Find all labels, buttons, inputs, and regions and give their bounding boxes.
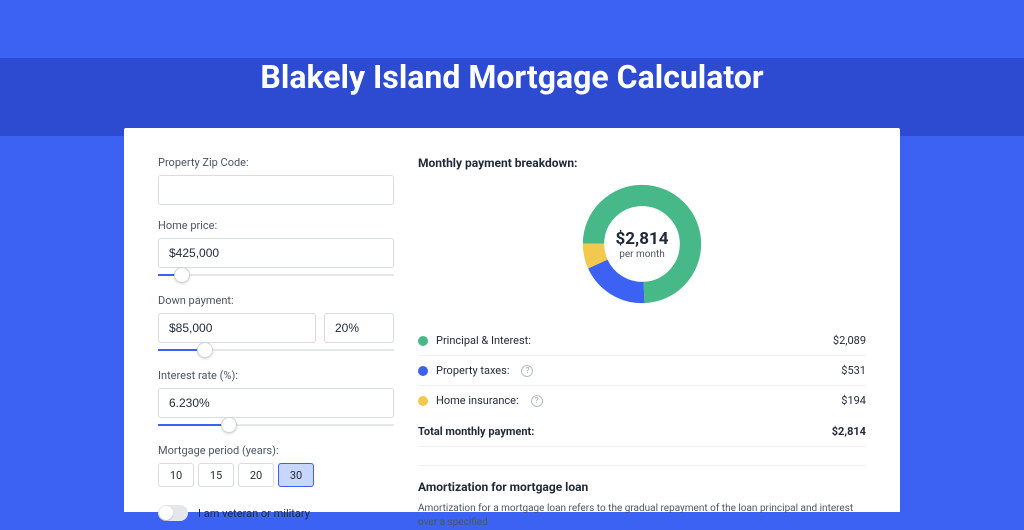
legend-label: Home insurance:	[436, 394, 519, 407]
period-option-15[interactable]: 15	[198, 463, 234, 487]
zip-input[interactable]	[158, 175, 394, 205]
down-payment-group: Down payment:	[158, 294, 394, 355]
info-icon[interactable]: ?	[531, 395, 543, 407]
slider-thumb[interactable]	[221, 417, 237, 433]
legend-value: $194	[841, 394, 866, 407]
form-panel: Property Zip Code: Home price: Down paym…	[158, 156, 394, 512]
zip-field-group: Property Zip Code:	[158, 156, 394, 205]
legend-dot-icon	[418, 366, 428, 376]
down-payment-pct-input[interactable]	[324, 313, 394, 343]
home-price-label: Home price:	[158, 219, 394, 232]
donut-center: $2,814 per month	[578, 180, 706, 308]
donut-sub-label: per month	[619, 249, 665, 260]
breakdown-panel: Monthly payment breakdown: $2,814 per mo…	[418, 156, 866, 512]
interest-rate-slider[interactable]	[158, 420, 394, 430]
home-price-slider[interactable]	[158, 270, 394, 280]
period-option-20[interactable]: 20	[238, 463, 274, 487]
slider-thumb[interactable]	[197, 342, 213, 358]
amortization-section: Amortization for mortgage loan Amortizat…	[418, 465, 866, 530]
down-payment-label: Down payment:	[158, 294, 394, 307]
down-payment-input[interactable]	[158, 313, 316, 343]
period-label: Mortgage period (years):	[158, 444, 394, 457]
amortization-title: Amortization for mortgage loan	[418, 480, 866, 494]
donut-chart: $2,814 per month	[578, 180, 706, 308]
slider-thumb[interactable]	[174, 267, 190, 283]
legend-list: Principal & Interest: $2,089 Property taxe…	[418, 326, 866, 415]
interest-rate-group: Interest rate (%):	[158, 369, 394, 430]
legend-row: Home insurance:? $194	[418, 386, 866, 415]
donut-chart-wrap: $2,814 per month	[418, 180, 866, 308]
veteran-toggle[interactable]	[158, 505, 188, 521]
page-title: Blakely Island Mortgage Calculator	[0, 58, 1024, 96]
slider-track	[158, 274, 394, 276]
calculator-card: Property Zip Code: Home price: Down paym…	[124, 128, 900, 512]
veteran-toggle-row: I am veteran or military	[158, 505, 394, 521]
down-payment-slider[interactable]	[158, 345, 394, 355]
period-option-10[interactable]: 10	[158, 463, 194, 487]
total-label: Total monthly payment:	[418, 425, 534, 438]
period-group: Mortgage period (years): 10152030	[158, 444, 394, 487]
zip-label: Property Zip Code:	[158, 156, 394, 169]
toggle-knob	[159, 506, 173, 520]
legend-dot-icon	[418, 336, 428, 346]
legend-label: Property taxes:	[436, 364, 509, 377]
legend-value: $531	[841, 364, 866, 377]
legend-row: Principal & Interest: $2,089	[418, 326, 866, 356]
period-button-row: 10152030	[158, 463, 394, 487]
amortization-body: Amortization for a mortgage loan refers …	[418, 502, 866, 530]
home-price-group: Home price:	[158, 219, 394, 280]
slider-fill	[158, 424, 229, 426]
legend-label: Principal & Interest:	[436, 334, 531, 347]
legend-value: $2,089	[833, 334, 866, 347]
period-option-30[interactable]: 30	[278, 463, 314, 487]
donut-amount: $2,814	[616, 229, 669, 249]
home-price-input[interactable]	[158, 238, 394, 268]
legend-dot-icon	[418, 396, 428, 406]
total-value: $2,814	[832, 425, 866, 438]
info-icon[interactable]: ?	[521, 365, 533, 377]
total-row: Total monthly payment: $2,814	[418, 415, 866, 447]
interest-rate-input[interactable]	[158, 388, 394, 418]
legend-row: Property taxes:? $531	[418, 356, 866, 386]
breakdown-title: Monthly payment breakdown:	[418, 156, 866, 170]
veteran-toggle-label: I am veteran or military	[198, 507, 310, 520]
interest-rate-label: Interest rate (%):	[158, 369, 394, 382]
